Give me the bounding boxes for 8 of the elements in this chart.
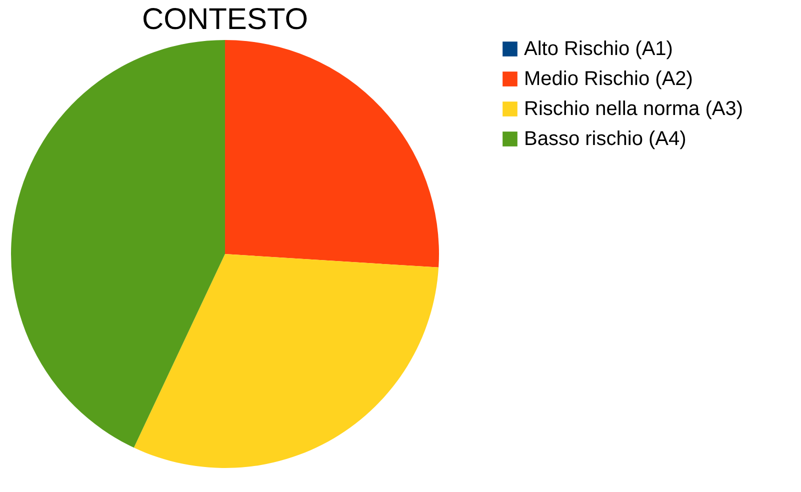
pie-slice	[11, 40, 225, 448]
pie-slice	[134, 254, 439, 468]
pie-slice	[225, 40, 439, 268]
legend-label: Rischio nella norma (A3)	[524, 98, 743, 120]
chart-title: CONTESTO	[142, 3, 308, 36]
legend-label: Basso rischio (A4)	[524, 128, 686, 150]
legend-label: Alto Rischio (A1)	[524, 38, 673, 60]
legend-label: Medio Rischio (A2)	[524, 68, 693, 90]
